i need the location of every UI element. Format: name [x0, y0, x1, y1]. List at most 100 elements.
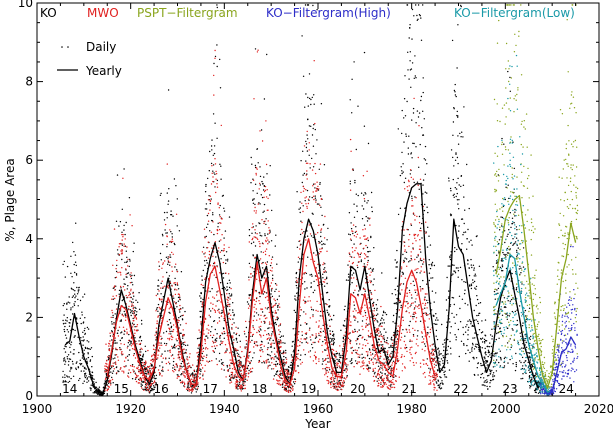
daily-point	[477, 322, 479, 325]
daily-point	[138, 292, 140, 294]
daily-point	[134, 310, 136, 312]
daily-point	[89, 348, 92, 350]
daily-point	[267, 367, 269, 369]
daily-point	[416, 19, 418, 21]
daily-point	[117, 329, 119, 332]
daily-point	[81, 314, 83, 316]
daily-point	[171, 345, 173, 348]
daily-point	[391, 351, 393, 353]
daily-point	[322, 310, 325, 313]
daily-point	[139, 335, 142, 338]
daily-point	[213, 274, 215, 276]
daily-point	[416, 14, 418, 17]
daily-point	[411, 346, 413, 348]
daily-point	[73, 251, 75, 253]
daily-point	[323, 268, 325, 270]
daily-point	[196, 389, 198, 391]
daily-point	[325, 271, 327, 273]
daily-point	[160, 192, 162, 195]
daily-point	[409, 69, 412, 71]
daily-point	[365, 215, 367, 218]
daily-point	[254, 206, 256, 209]
daily-point	[347, 273, 350, 275]
daily-point	[158, 297, 161, 300]
daily-point	[305, 140, 307, 143]
daily-point	[454, 91, 456, 93]
daily-point	[72, 306, 74, 308]
daily-point	[180, 332, 182, 334]
daily-point	[180, 271, 183, 273]
daily-point	[454, 187, 456, 189]
daily-point	[166, 217, 168, 219]
daily-point	[82, 296, 84, 298]
daily-point	[316, 300, 318, 303]
daily-point	[259, 328, 261, 330]
daily-point	[219, 344, 221, 346]
daily-point	[116, 342, 118, 344]
daily-point	[386, 353, 389, 355]
daily-point	[145, 371, 147, 373]
daily-point	[348, 212, 351, 214]
daily-point	[422, 91, 424, 94]
daily-point	[63, 330, 66, 333]
daily-point	[128, 354, 130, 356]
daily-point	[259, 234, 261, 237]
daily-point	[175, 338, 177, 340]
daily-point	[501, 314, 504, 316]
daily-point	[285, 372, 288, 374]
daily-point	[503, 297, 506, 299]
daily-point	[88, 341, 90, 343]
daily-point	[81, 357, 84, 359]
daily-point	[226, 286, 228, 288]
daily-point	[460, 5, 462, 8]
daily-point	[155, 366, 157, 369]
daily-point	[227, 305, 229, 308]
daily-point	[111, 376, 113, 379]
daily-point	[521, 283, 523, 285]
daily-point	[192, 389, 195, 391]
daily-point	[469, 351, 471, 354]
daily-point	[274, 353, 276, 355]
daily-point	[352, 251, 354, 253]
daily-point	[303, 145, 306, 147]
daily-point	[407, 51, 409, 53]
daily-point	[374, 354, 377, 356]
daily-point	[155, 308, 158, 310]
daily-point	[135, 307, 137, 310]
daily-point	[155, 374, 158, 377]
daily-point	[407, 147, 409, 149]
daily-point	[248, 361, 250, 363]
daily-point	[529, 352, 531, 354]
daily-point	[160, 282, 162, 284]
daily-point	[225, 272, 227, 274]
daily-point	[429, 244, 432, 246]
daily-point	[253, 315, 255, 317]
daily-point	[474, 345, 477, 347]
daily-point	[343, 339, 345, 341]
daily-point	[435, 313, 437, 315]
daily-point	[264, 307, 267, 309]
daily-point	[114, 277, 117, 279]
daily-point	[141, 387, 143, 389]
daily-point	[246, 379, 248, 381]
daily-point	[256, 192, 258, 194]
daily-point	[130, 314, 132, 317]
daily-point	[133, 329, 136, 331]
daily-point	[380, 341, 383, 343]
daily-point	[233, 332, 235, 334]
daily-point	[460, 136, 462, 138]
daily-point	[119, 339, 122, 342]
daily-point	[329, 382, 332, 385]
daily-point	[220, 165, 222, 167]
daily-point	[261, 196, 264, 199]
daily-point	[439, 364, 441, 366]
daily-point	[305, 143, 308, 145]
daily-point	[190, 392, 193, 394]
daily-point	[354, 319, 356, 321]
daily-point	[515, 352, 517, 355]
daily-point	[118, 289, 121, 292]
daily-point	[314, 351, 316, 353]
daily-point	[237, 388, 239, 390]
daily-point	[62, 381, 64, 383]
daily-point	[367, 251, 369, 253]
